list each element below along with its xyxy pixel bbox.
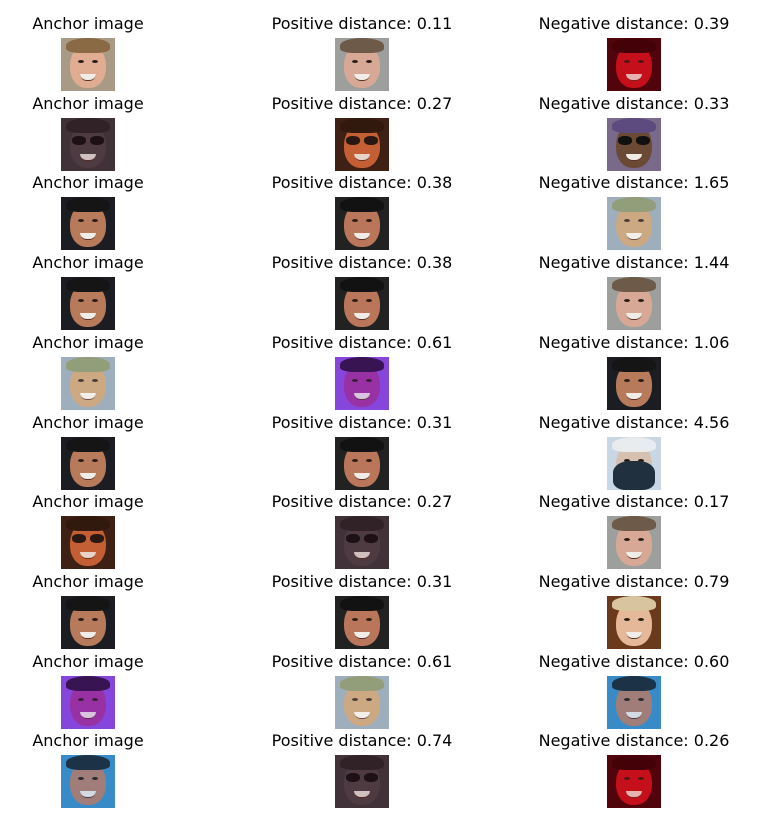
anchor-title: Anchor image: [32, 412, 144, 432]
positive-cell: Positive distance: 0.27: [242, 478, 482, 570]
positive-cell: Positive distance: 0.31: [242, 399, 482, 490]
anchor-face-image: [61, 277, 115, 331]
positive-cell: Positive distance: 0.27: [242, 80, 482, 171]
negative-face-image: [607, 516, 661, 570]
negative-cell: Negative distance: 1.44: [514, 239, 754, 331]
negative-face-image: [607, 117, 661, 171]
anchor-title: Anchor image: [32, 651, 144, 671]
positive-face-image: [335, 38, 389, 91]
negative-cell: Negative distance: 0.39: [514, 0, 754, 91]
negative-face-image: [607, 755, 661, 809]
negative-cell: Negative distance: 0.60: [514, 638, 754, 729]
anchor-title: Anchor image: [32, 492, 144, 512]
negative-title: Negative distance: 1.65: [538, 173, 730, 193]
negative-cell: Negative distance: 4.56: [514, 399, 754, 490]
anchor-title: Anchor image: [32, 332, 144, 352]
anchor-title: Anchor image: [32, 571, 144, 591]
anchor-cell: Anchor image: [0, 717, 208, 809]
positive-face-image: [335, 755, 389, 809]
negative-title: Negative distance: 1.44: [538, 253, 730, 273]
negative-cell: Negative distance: 0.79: [514, 558, 754, 649]
positive-title: Positive distance: 0.11: [271, 14, 453, 33]
positive-title: Positive distance: 0.38: [271, 173, 453, 193]
positive-cell: Positive distance: 0.31: [242, 558, 482, 649]
positive-title: Positive distance: 0.27: [271, 93, 453, 113]
anchor-face-image: [61, 197, 115, 251]
anchor-face-image: [61, 595, 115, 649]
anchor-cell: Anchor image: [0, 239, 208, 331]
anchor-title: Anchor image: [32, 93, 144, 113]
negative-cell: Negative distance: 0.33: [514, 80, 754, 171]
negative-face-image: [607, 595, 661, 649]
positive-cell: Positive distance: 0.38: [242, 159, 482, 251]
positive-title: Positive distance: 0.31: [271, 412, 453, 432]
positive-cell: Positive distance: 0.38: [242, 239, 482, 331]
negative-face-image: [607, 356, 661, 410]
positive-title: Positive distance: 0.31: [271, 571, 453, 591]
positive-cell: Positive distance: 0.11: [242, 0, 482, 91]
negative-cell: Negative distance: 0.26: [514, 717, 754, 809]
anchor-cell: Anchor image: [0, 80, 208, 171]
negative-cell: Negative distance: 0.17: [514, 478, 754, 570]
positive-title: Positive distance: 0.61: [271, 651, 453, 671]
negative-title: Negative distance: 1.06: [538, 332, 730, 352]
anchor-cell: Anchor image: [0, 558, 208, 649]
negative-cell: Negative distance: 1.06: [514, 319, 754, 410]
positive-cell: Positive distance: 0.61: [242, 638, 482, 729]
anchor-title: Anchor image: [32, 253, 144, 273]
negative-title: Negative distance: 0.17: [538, 492, 730, 512]
positive-cell: Positive distance: 0.74: [242, 717, 482, 809]
positive-title: Positive distance: 0.27: [271, 492, 453, 512]
anchor-cell: Anchor image: [0, 0, 208, 91]
negative-title: Negative distance: 0.79: [538, 571, 730, 591]
anchor-cell: Anchor image: [0, 399, 208, 490]
anchor-face-image: [61, 755, 115, 809]
anchor-cell: Anchor image: [0, 159, 208, 251]
negative-title: Negative distance: 0.26: [538, 731, 730, 751]
negative-face-image: [607, 436, 661, 490]
positive-face-image: [335, 197, 389, 251]
anchor-title: Anchor image: [32, 173, 144, 193]
positive-title: Positive distance: 0.61: [271, 332, 453, 352]
anchor-cell: Anchor image: [0, 478, 208, 570]
negative-title: Negative distance: 4.56: [538, 412, 730, 432]
negative-title: Negative distance: 0.33: [538, 93, 730, 113]
positive-face-image: [335, 436, 389, 490]
anchor-title: Anchor image: [32, 731, 144, 751]
negative-title: Negative distance: 0.39: [538, 14, 730, 33]
anchor-face-image: [61, 436, 115, 490]
anchor-face-image: [61, 38, 115, 91]
positive-cell: Positive distance: 0.61: [242, 319, 482, 410]
negative-cell: Negative distance: 1.65: [514, 159, 754, 251]
positive-title: Positive distance: 0.74: [271, 731, 453, 751]
anchor-cell: Anchor image: [0, 638, 208, 729]
anchor-cell: Anchor image: [0, 319, 208, 410]
negative-title: Negative distance: 0.60: [538, 651, 730, 671]
anchor-title: Anchor image: [32, 14, 144, 33]
positive-title: Positive distance: 0.38: [271, 253, 453, 273]
positive-face-image: [335, 277, 389, 331]
negative-face-image: [607, 277, 661, 331]
positive-face-image: [335, 595, 389, 649]
